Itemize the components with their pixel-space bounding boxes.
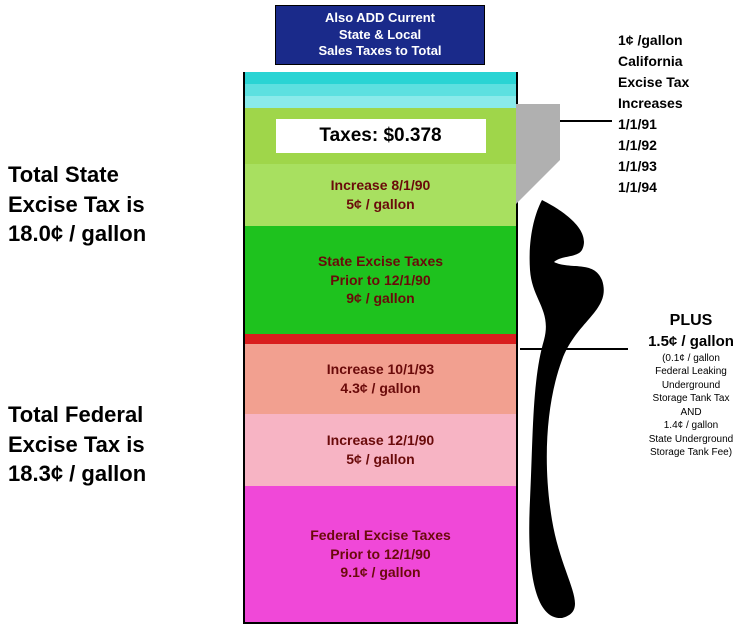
pump-hose-icon: [522, 200, 642, 620]
text: California: [618, 53, 683, 69]
left-label-federal: Total Federal Excise Tax is 18.3¢ / gall…: [8, 400, 146, 489]
text: Storage Tank Tax: [632, 392, 750, 406]
nozzle-housing-taper: [516, 160, 560, 204]
callout-line-top: [560, 120, 612, 122]
right-callout-ca-increases: 1¢ /gallon California Excise Tax Increas…: [618, 30, 689, 198]
text: Increase 8/1/90: [331, 176, 431, 195]
text: Storage Tank Fee): [632, 446, 750, 460]
band-divider: [245, 334, 516, 344]
text: Increase 12/1/90: [327, 431, 434, 450]
text: (0.1¢ / gallon: [632, 352, 750, 366]
right-callout-plus: PLUS 1.5¢ / gallon (0.1¢ / gallon Federa…: [632, 310, 750, 460]
text: Federal Leaking: [632, 365, 750, 379]
text: 1/1/92: [618, 137, 657, 153]
header-line1: Also ADD Current: [325, 10, 435, 25]
text: 4.3¢ / gallon: [340, 379, 420, 398]
band-fed-increase-93: Increase 10/1/93 4.3¢ / gallon: [245, 344, 516, 414]
text: Increase 10/1/93: [327, 360, 434, 379]
text: 5¢ / gallon: [346, 195, 414, 214]
band-cyan-1: [245, 72, 516, 84]
header-line3: Sales Taxes to Total: [318, 43, 441, 58]
text: 9¢ / gallon: [346, 289, 414, 308]
text: State Underground: [632, 433, 750, 447]
text: Total State: [8, 162, 119, 187]
text: Underground: [632, 379, 750, 393]
text: 1¢ /gallon: [618, 32, 683, 48]
text: 18.3¢ / gallon: [8, 461, 146, 486]
text: Prior to 12/1/90: [330, 271, 430, 290]
band-cyan-3: [245, 96, 516, 108]
text: Excise Tax: [618, 74, 689, 90]
text: AND: [632, 406, 750, 420]
text: PLUS: [632, 310, 750, 332]
gas-pump: Taxes: $0.378 Increase 8/1/90 5¢ / gallo…: [243, 72, 518, 624]
band-state-prior: State Excise Taxes Prior to 12/1/90 9¢ /…: [245, 226, 516, 334]
text: 5¢ / gallon: [346, 450, 414, 469]
text: 1/1/91: [618, 116, 657, 132]
band-fed-prior: Federal Excise Taxes Prior to 12/1/90 9.…: [245, 486, 516, 622]
callout-line-mid: [520, 348, 628, 350]
text: Prior to 12/1/90: [330, 545, 430, 564]
band-cyan-2: [245, 84, 516, 96]
band-fed-increase-90: Increase 12/1/90 5¢ / gallon: [245, 414, 516, 486]
header-banner: Also ADD Current State & Local Sales Tax…: [275, 5, 485, 65]
text: Excise Tax is: [8, 432, 145, 457]
text: 1/1/93: [618, 158, 657, 174]
text: 18.0¢ / gallon: [8, 221, 146, 246]
text: 9.1¢ / gallon: [340, 563, 420, 582]
header-line2: State & Local: [339, 27, 421, 42]
text: 1.5¢ / gallon: [632, 332, 750, 352]
text: Excise Tax is: [8, 192, 145, 217]
text: State Excise Taxes: [318, 252, 443, 271]
text: 1/1/94: [618, 179, 657, 195]
band-tax-display: Taxes: $0.378: [245, 108, 516, 164]
left-label-state: Total State Excise Tax is 18.0¢ / gallon: [8, 160, 146, 249]
band-state-increase: Increase 8/1/90 5¢ / gallon: [245, 164, 516, 226]
tax-display: Taxes: $0.378: [276, 119, 486, 153]
text: Increases: [618, 95, 683, 111]
nozzle-housing: [516, 104, 560, 160]
text: 1.4¢ / gallon: [632, 419, 750, 433]
text: Federal Excise Taxes: [310, 526, 451, 545]
text: Total Federal: [8, 402, 143, 427]
